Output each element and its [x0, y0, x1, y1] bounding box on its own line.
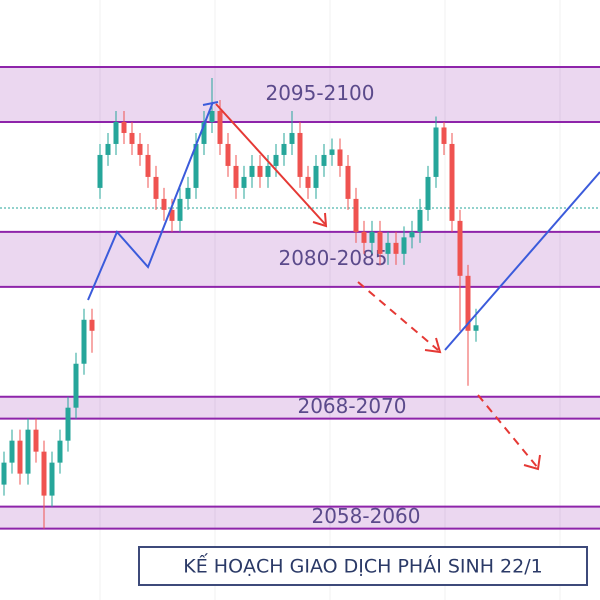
grid [99, 0, 561, 600]
candle-body [225, 143, 231, 166]
candle-body [249, 165, 255, 177]
candle-body [393, 242, 399, 254]
candle-body [241, 176, 247, 188]
candles [1, 78, 479, 529]
candle-body [385, 242, 391, 254]
candle-body [361, 231, 367, 243]
title: KẾ HOẠCH GIAO DỊCH PHÁI SINH 22/1 [183, 553, 542, 578]
candle-body [193, 143, 199, 188]
candle-body [121, 121, 127, 133]
candle-body [273, 154, 279, 166]
candle-body [345, 165, 351, 199]
candle-body [177, 198, 183, 221]
blue-tick [202, 101, 219, 106]
title-box [138, 546, 588, 586]
annotations [87, 101, 600, 471]
candle-body [473, 325, 479, 331]
candle-body [257, 165, 263, 177]
candle-body [209, 110, 215, 122]
candle-body [433, 127, 439, 177]
candle-body [1, 462, 7, 485]
candle-body [185, 187, 191, 199]
candle-body [217, 110, 223, 144]
candle-body [9, 440, 15, 463]
candle-body [129, 132, 135, 144]
arrow-head [312, 212, 328, 228]
blue-path [87, 101, 214, 301]
candle-body [465, 275, 471, 331]
candle-body [409, 231, 415, 238]
candle-body [17, 440, 23, 474]
candle-body [233, 165, 239, 188]
candle-body [105, 143, 111, 155]
zone [0, 506, 600, 529]
candle-body [97, 154, 103, 188]
zone-label: 2058-2060 [311, 504, 420, 528]
candle-body [281, 143, 287, 155]
candle-body [337, 149, 343, 166]
candle-body [73, 363, 79, 408]
candle-body [89, 319, 95, 331]
candle-body [153, 176, 159, 199]
candle-body [113, 121, 119, 144]
candle-body [33, 429, 39, 452]
red-arrow [215, 103, 326, 225]
candle-body [321, 154, 327, 166]
candle-body [137, 143, 143, 155]
candle-body [161, 198, 167, 210]
candle-body [49, 462, 55, 496]
candle-body [329, 149, 335, 155]
candle-body [417, 209, 423, 232]
candle-body [441, 127, 447, 144]
candle-body [401, 237, 407, 254]
candle-body [57, 440, 63, 463]
candle-body [425, 176, 431, 210]
zone-label: 2080-2085 [278, 246, 387, 270]
candle-body [65, 407, 71, 441]
zone-label: 2095-2100 [265, 81, 374, 105]
zone [0, 67, 600, 122]
candle-body [169, 209, 175, 221]
blue-trend [444, 171, 600, 351]
zone-label: 2068-2070 [297, 394, 406, 418]
candle-body [145, 154, 151, 177]
candle-body [353, 198, 359, 232]
candle-body [265, 165, 271, 177]
red-dashed [357, 281, 439, 351]
candle-body [369, 231, 375, 243]
candle-body [297, 132, 303, 177]
zones: 2095-2100 2080-2085 2068-2070 2058-2060 [0, 66, 600, 530]
candle-body [25, 429, 31, 474]
zone [0, 231, 600, 287]
candle-body [377, 231, 383, 254]
candle-body [305, 176, 311, 188]
candle-body [201, 121, 207, 144]
red-dashed [477, 394, 539, 469]
candle-body [313, 165, 319, 188]
candle-body [449, 143, 455, 221]
candle-body [41, 451, 47, 496]
arrow-head [424, 337, 442, 354]
candle-body [457, 220, 463, 276]
arrow-head [523, 454, 541, 471]
zone [0, 396, 600, 419]
candle-body [289, 132, 295, 144]
candle-body [81, 319, 87, 364]
